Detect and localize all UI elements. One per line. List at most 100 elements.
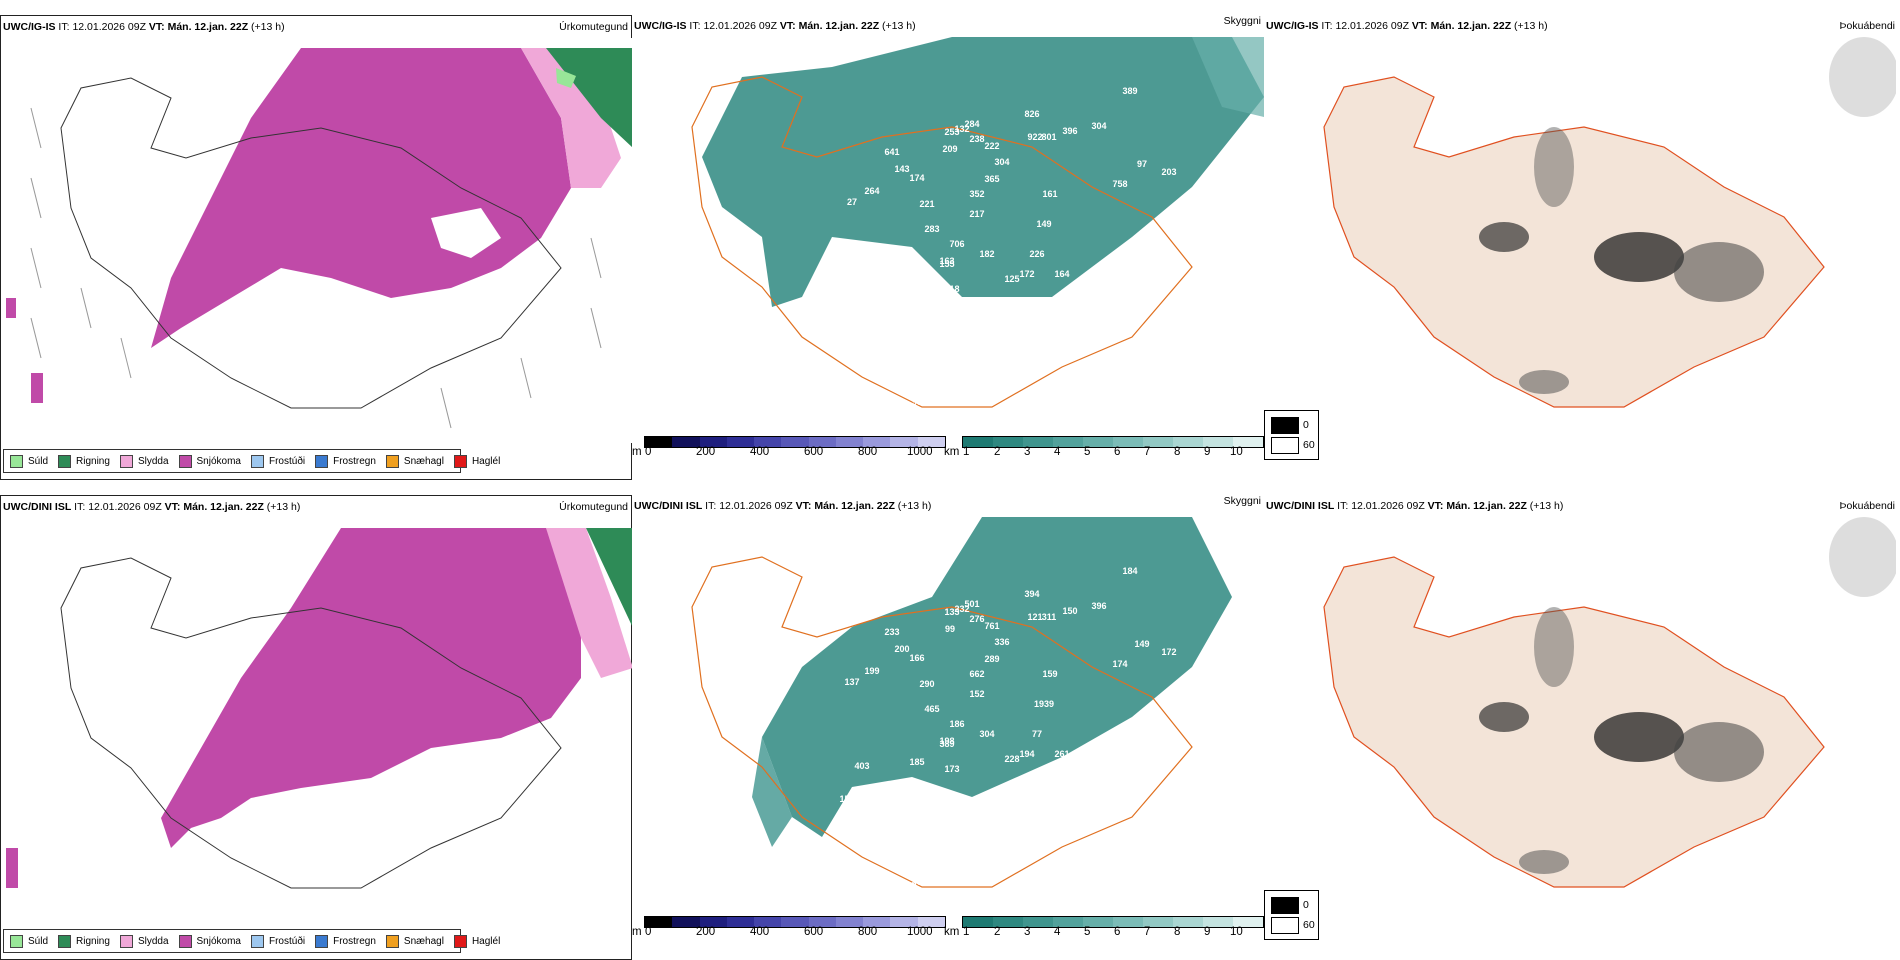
ceiling-value-label: 166: [909, 653, 924, 663]
panel-title: UWC/DINI ISL IT: 12.01.2026 09Z VT: Mán.…: [3, 501, 301, 513]
panel-name: Úrkomutegund: [559, 501, 628, 513]
ceiling-value-label: 200: [894, 644, 909, 654]
ceiling-value-label: 758: [1112, 179, 1127, 189]
ceiling-value-label: 296: [1104, 739, 1119, 749]
visibility-tick: 9: [1204, 446, 1211, 458]
precip-type-panel-bottom: UWC/DINI ISL IT: 12.01.2026 09Z VT: Mán.…: [0, 495, 633, 960]
visibility-tick: 10: [1230, 926, 1243, 938]
ceiling-value-label: 209: [942, 144, 957, 154]
ceiling-value-label: 389: [1122, 86, 1137, 96]
ceiling-value-label: 172: [1161, 647, 1176, 657]
fog-tick: 60: [1303, 919, 1315, 931]
legend-item: Frostregn: [315, 454, 376, 468]
legend-item: Rigning: [58, 454, 110, 468]
ceiling-value-label: 264: [864, 186, 879, 196]
ceiling-value-label: 164: [1054, 269, 1069, 279]
ceiling-tick: 200: [696, 926, 716, 938]
ceiling-value-label: 396: [1091, 601, 1106, 611]
visibility-tick: 9: [1204, 926, 1211, 938]
ceiling-tick: 600: [804, 926, 824, 938]
ceiling-value-label: 185: [909, 757, 924, 767]
ceiling-value-label: 801: [1041, 132, 1056, 142]
fog-tick: 0: [1303, 899, 1309, 911]
visibility-tick: 2: [994, 446, 1001, 458]
precip-legend: Súld Rigning Slydda Snjókoma Frostúði Fr…: [3, 929, 500, 953]
ceiling-value-label: 98: [912, 397, 922, 407]
precip-legend: Súld Rigning Slydda Snjókoma Frostúði Fr…: [3, 449, 500, 473]
ceiling-tick: 0: [645, 446, 652, 458]
visibility-colorbar: [962, 916, 1264, 928]
ceiling-unit: m: [632, 446, 642, 458]
panel-name: Úrkomutegund: [559, 21, 628, 33]
ceiling-value-label: 194: [1019, 749, 1034, 759]
ceiling-value-label: 121: [1027, 612, 1042, 622]
ceiling-value-label: 75: [932, 394, 942, 404]
ceiling-value-label: 143: [894, 164, 909, 174]
ceiling-value-label: 133: [944, 607, 959, 617]
ceiling-value-label: 238: [969, 134, 984, 144]
visibility-tick: 7: [1144, 926, 1151, 938]
legend-item: Haglél: [453, 454, 500, 468]
legend-item: Súld: [10, 454, 48, 468]
ceiling-value-label: 435: [1144, 269, 1159, 279]
visibility-tick: 5: [1084, 926, 1091, 938]
ceiling-value-label: 304: [979, 729, 994, 739]
ceiling-value-label: 669: [1119, 756, 1134, 766]
panel-title: UWC/DINI ISL IT: 12.01.2026 09Z VT: Mán.…: [634, 500, 932, 512]
legend-item: Slydda: [119, 454, 169, 468]
ceiling-value-label: 149: [1036, 219, 1051, 229]
ceiling-value-label: 174: [909, 173, 924, 183]
visibility-tick: 10: [1230, 446, 1243, 458]
ceiling-value-label: 174: [1112, 659, 1127, 669]
ceiling-value-label: 27: [847, 197, 857, 207]
legend-item: Snjókoma: [178, 934, 241, 948]
ceiling-value-label: 290: [919, 679, 934, 689]
ceiling-value-label: 389: [939, 739, 954, 749]
ceiling-tick: 0: [645, 926, 652, 938]
visibility-tick: 2: [994, 926, 1001, 938]
legend-item: Frostúði: [250, 454, 305, 468]
ceiling-value-label: 289: [984, 654, 999, 664]
panel-name: Skyggni: [1223, 495, 1261, 507]
ceiling-value-label: 304: [1091, 121, 1106, 131]
ceiling-value-label: 161: [1042, 189, 1057, 199]
ceiling-value-label: 465: [924, 704, 939, 714]
fog-map: [1323, 37, 1896, 408]
visibility-tick: 3: [1024, 446, 1031, 458]
legend-item: Snæhagl: [385, 454, 444, 468]
ceiling-value-label: 149: [1134, 639, 1149, 649]
panel-name: Þokuábendi: [1839, 20, 1895, 32]
ceiling-value-label: 394: [1024, 589, 1039, 599]
ceiling-tick: 800: [858, 446, 878, 458]
visibility-unit: km: [944, 926, 960, 938]
ceiling-value-label: 232: [954, 604, 969, 614]
ceiling-value-label: 77: [1032, 729, 1042, 739]
ceiling-value-label: 641: [884, 147, 899, 157]
ceiling-value-label: 233: [884, 627, 899, 637]
ceiling-value-label: 90: [912, 277, 922, 287]
ceiling-colorbar: [644, 916, 946, 928]
ceiling-colorbar: [644, 436, 946, 448]
ceiling-value-label: 150: [1062, 606, 1077, 616]
ceiling-tick: 800: [858, 926, 878, 938]
fog-map: [1323, 517, 1896, 888]
visibility-tick: 3: [1024, 926, 1031, 938]
legend-item: Rigning: [58, 934, 110, 948]
ceiling-unit: m: [632, 926, 642, 938]
legend-item: Snæhagl: [385, 934, 444, 948]
ceiling-value-label: 182: [979, 249, 994, 259]
legend-item: Haglél: [453, 934, 500, 948]
ceiling-value-label: 826: [1024, 109, 1039, 119]
visibility-tick: 8: [1174, 926, 1181, 938]
visibility-tick: 5: [1084, 446, 1091, 458]
visibility-tick: 8: [1174, 446, 1181, 458]
ceiling-value-label: 222: [984, 141, 999, 151]
visibility-tick: 4: [1054, 926, 1061, 938]
ceiling-value-label: 137: [844, 677, 859, 687]
ceiling-tick: 1000: [907, 926, 933, 938]
ceiling-tick: 200: [696, 446, 716, 458]
ceiling-value-label: 152: [969, 689, 984, 699]
ceiling-value-label: 217: [969, 209, 984, 219]
legend-item: Frostregn: [315, 934, 376, 948]
